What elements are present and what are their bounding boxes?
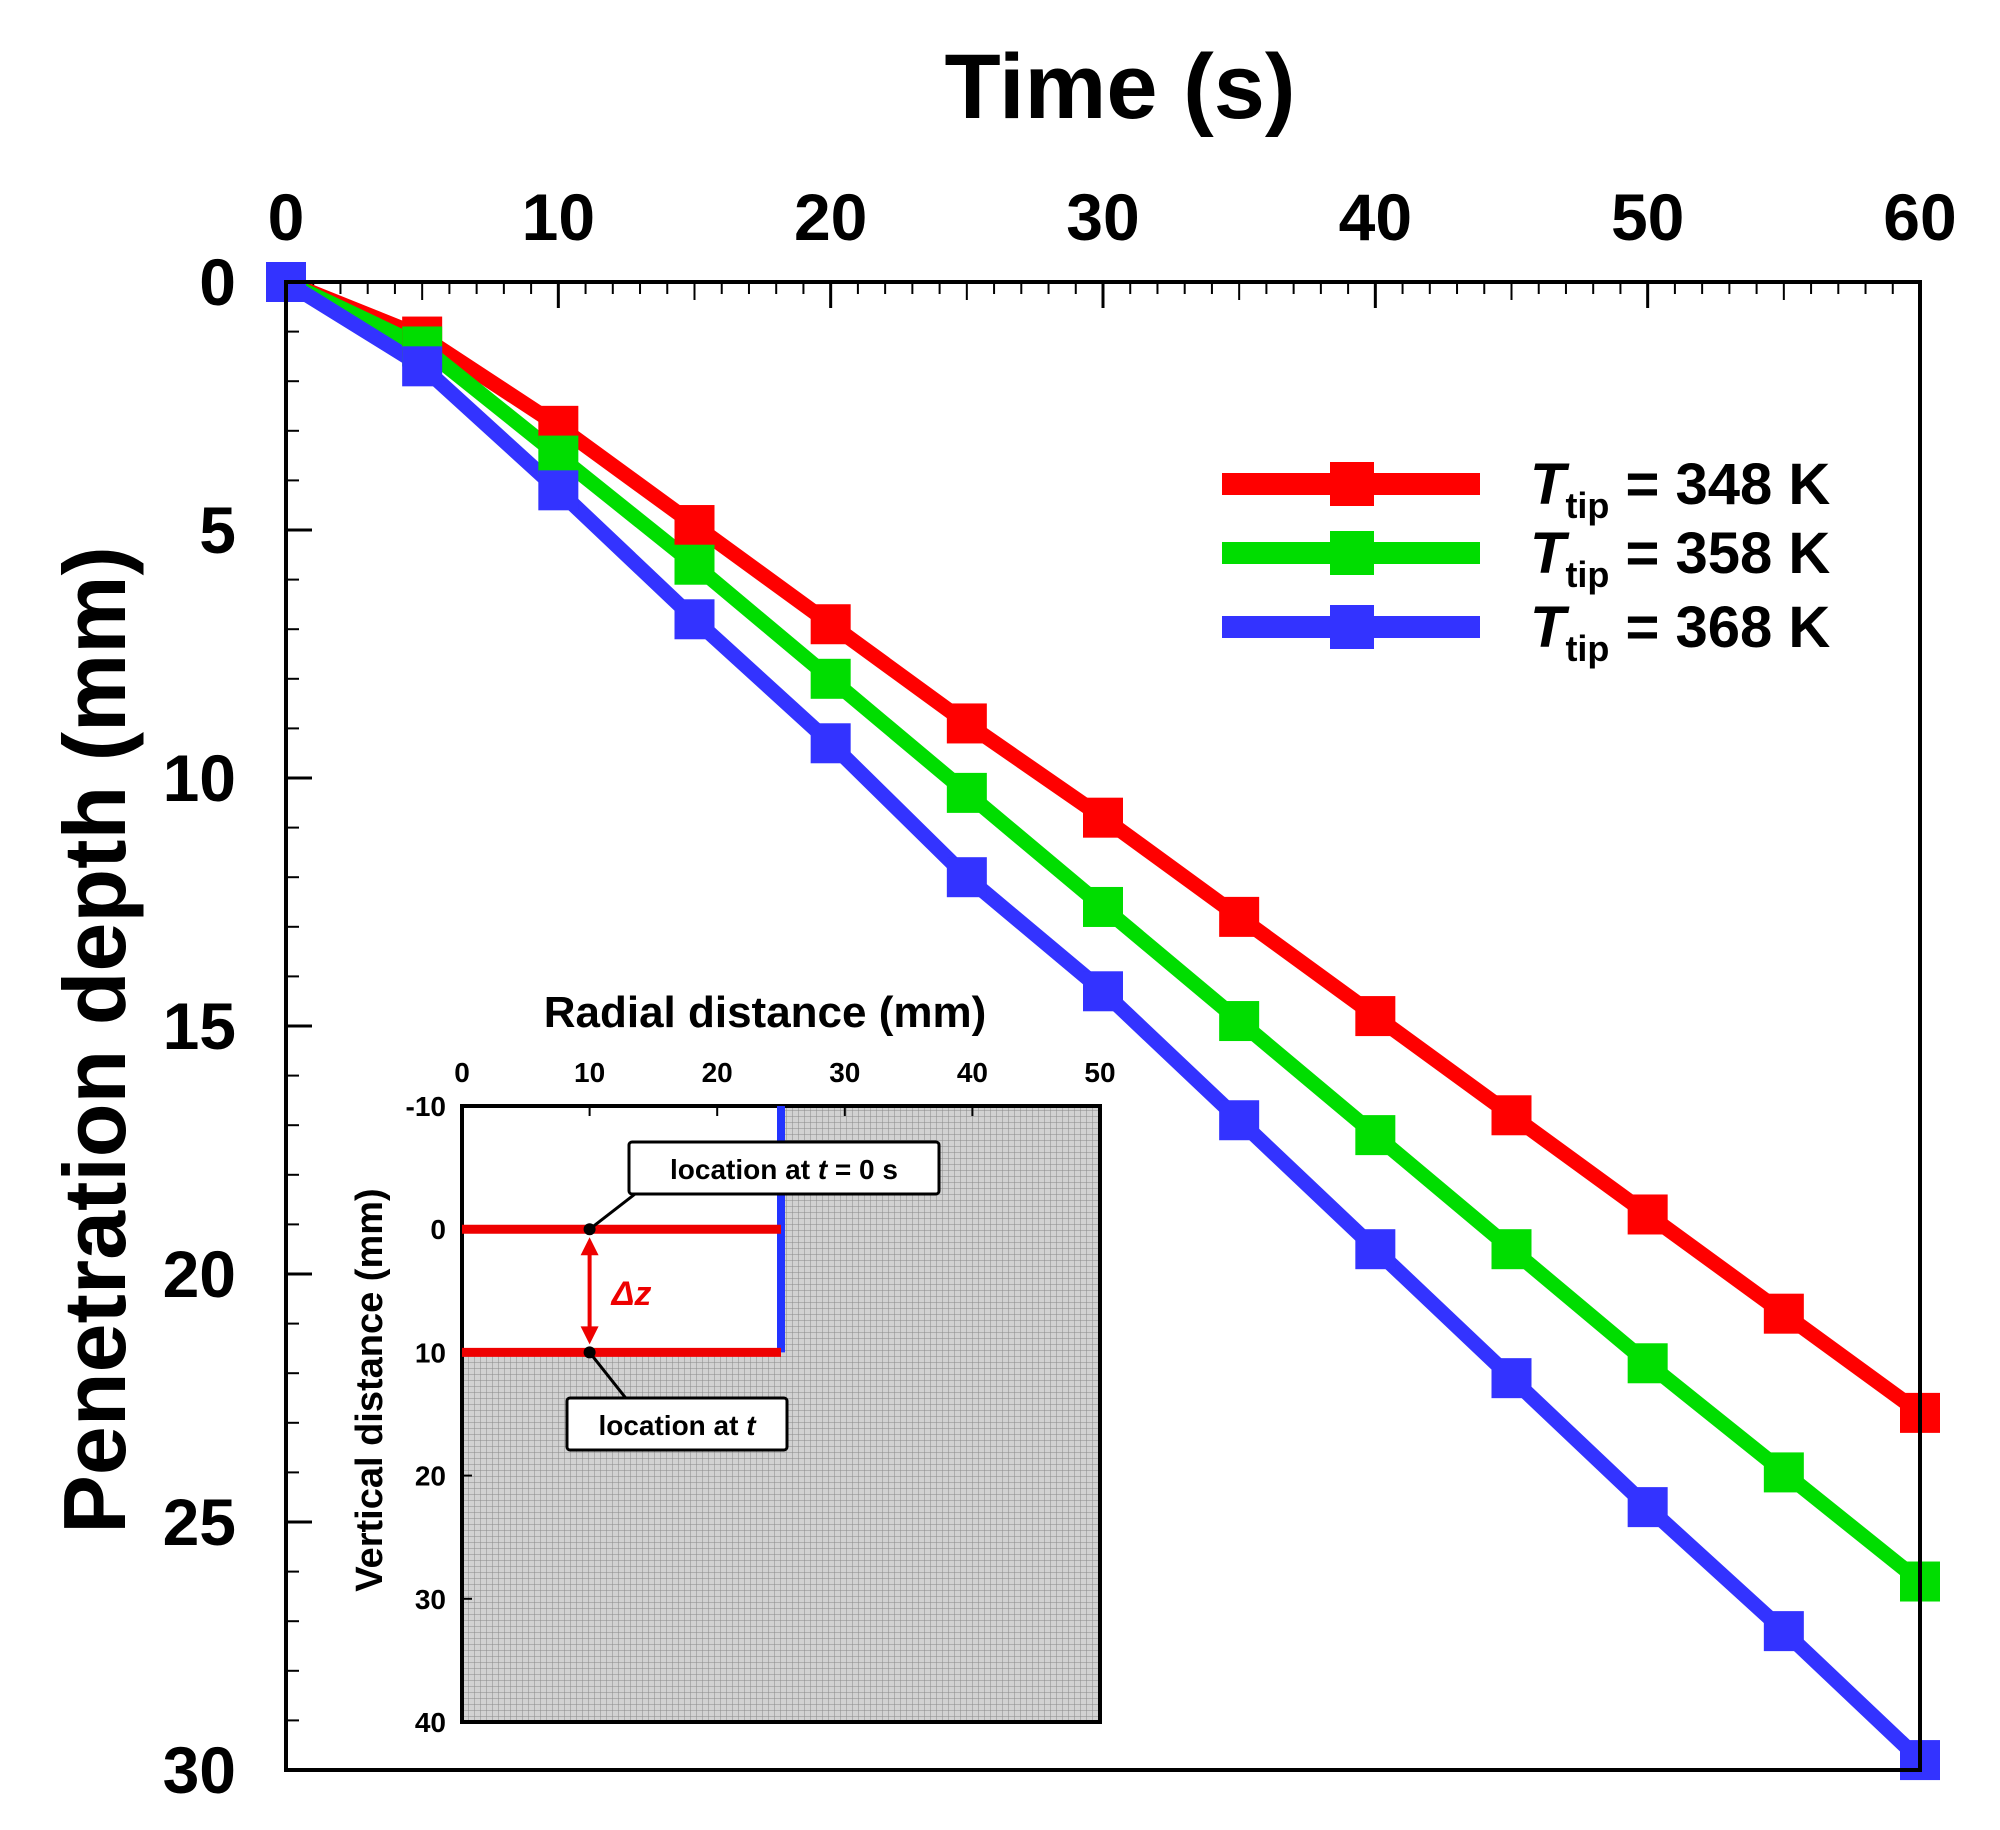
y-axis-title: Penetration depth (mm) <box>45 546 144 1534</box>
x-tick-label: 40 <box>1339 180 1412 254</box>
series-marker <box>1355 1229 1396 1270</box>
inset-delta-label: Δz <box>610 1275 652 1313</box>
series-marker <box>1491 1229 1532 1270</box>
series-marker <box>1355 1115 1396 1156</box>
series-marker <box>538 470 579 511</box>
series-marker <box>810 723 851 764</box>
series-marker <box>1219 896 1260 937</box>
inset-x-axis-title: Radial distance (mm) <box>544 988 987 1037</box>
inset-x-tick-label: 50 <box>1084 1057 1115 1088</box>
main-tick-labels: 0 10 20 30 40 50 60 0 5 10 15 20 25 30 <box>163 180 1957 1807</box>
inset-delta-arrowhead-up <box>580 1237 599 1256</box>
series-marker <box>1763 1452 1804 1493</box>
x-tick-label: 20 <box>794 180 867 254</box>
series-marker <box>946 857 987 898</box>
inset-y-tick-label: 20 <box>415 1461 446 1492</box>
inset-x-tick-label: 30 <box>829 1057 860 1088</box>
legend-label: Ttip = 358 K <box>1530 521 1830 595</box>
main-chart: 0 10 20 30 40 50 60 0 5 10 15 20 25 30 Time (s) Penet… <box>45 36 1957 1807</box>
x-tick-label: 10 <box>522 180 595 254</box>
legend-label: Ttip = 348 K <box>1530 452 1830 526</box>
inset-x-tick-label: 40 <box>957 1057 988 1088</box>
series-marker <box>1355 996 1396 1037</box>
inset-mesh-right <box>781 1106 1100 1722</box>
series-marker <box>946 703 987 744</box>
y-tick-label: 0 <box>199 245 236 319</box>
inset-x-tick-label: 10 <box>574 1057 605 1088</box>
inset-y-tick-label: 40 <box>415 1707 446 1738</box>
series-marker <box>674 544 715 585</box>
series-marker <box>1083 886 1123 927</box>
main-plot-frame <box>284 280 1922 1772</box>
y-tick-label: 30 <box>163 1733 236 1807</box>
inset-callout-leader <box>588 1351 629 1402</box>
inset-y-axis-title: Vertical distance (mm) <box>349 1188 391 1591</box>
series-marker <box>674 599 715 640</box>
y-tick-label: 25 <box>163 1485 236 1559</box>
x-axis-title: Time (s) <box>944 36 1295 138</box>
inset-x-tick-label: 0 <box>454 1057 470 1088</box>
series-marker <box>1491 1095 1532 1136</box>
series-marker <box>946 772 987 813</box>
x-tick-label: 30 <box>1066 180 1139 254</box>
inset-callout-text-t: location at t <box>598 1410 757 1441</box>
series-marker <box>810 658 851 699</box>
legend-swatch-marker <box>1330 605 1374 649</box>
inset-y-tick-label: 10 <box>415 1337 446 1368</box>
inset-callout-box-t <box>565 1396 789 1452</box>
legend-swatch-marker <box>1330 531 1374 575</box>
series-marker <box>674 505 715 546</box>
inset-x-tick-label: 20 <box>702 1057 733 1088</box>
inset-y-tick-label: -10 <box>406 1091 446 1122</box>
inset-chart: 0 10 20 30 40 50 -10 0 10 20 30 40 Δz location at t =… <box>349 988 1116 1738</box>
main-series <box>266 262 1940 1781</box>
y-tick-label: 5 <box>199 493 236 567</box>
series-marker <box>1627 1343 1668 1384</box>
series-marker <box>1491 1358 1532 1399</box>
x-tick-label: 50 <box>1611 180 1684 254</box>
series-marker <box>1219 1100 1260 1141</box>
inset-callout-text-t0: location at t = 0 s <box>670 1154 898 1185</box>
series-marker <box>810 604 851 645</box>
series-marker <box>1083 971 1123 1012</box>
legend-swatch-marker <box>1330 462 1374 506</box>
x-tick-label: 0 <box>268 180 305 254</box>
y-tick-label: 15 <box>163 989 236 1063</box>
series-marker <box>1627 1487 1668 1528</box>
x-tick-label: 60 <box>1883 180 1956 254</box>
legend-label: Ttip = 368 K <box>1530 595 1830 669</box>
series-marker <box>1763 1611 1804 1652</box>
series-marker <box>402 346 443 387</box>
inset-y-tick-label: 30 <box>415 1584 446 1615</box>
inset-callout-box-t0 <box>627 1140 941 1196</box>
y-tick-label: 10 <box>163 741 236 815</box>
inset-y-tick-label: 0 <box>430 1214 446 1245</box>
inset-delta-arrowhead-down <box>580 1326 599 1345</box>
series-marker <box>1219 1001 1260 1042</box>
series-marker <box>1083 797 1123 838</box>
inset-plot: 0 10 20 30 40 50 -10 0 10 20 30 40 Δz location at t =… <box>406 1057 1116 1738</box>
series-marker <box>1763 1293 1804 1334</box>
series-marker <box>538 435 579 476</box>
y-tick-label: 20 <box>163 1237 236 1311</box>
series-marker <box>1627 1194 1668 1235</box>
